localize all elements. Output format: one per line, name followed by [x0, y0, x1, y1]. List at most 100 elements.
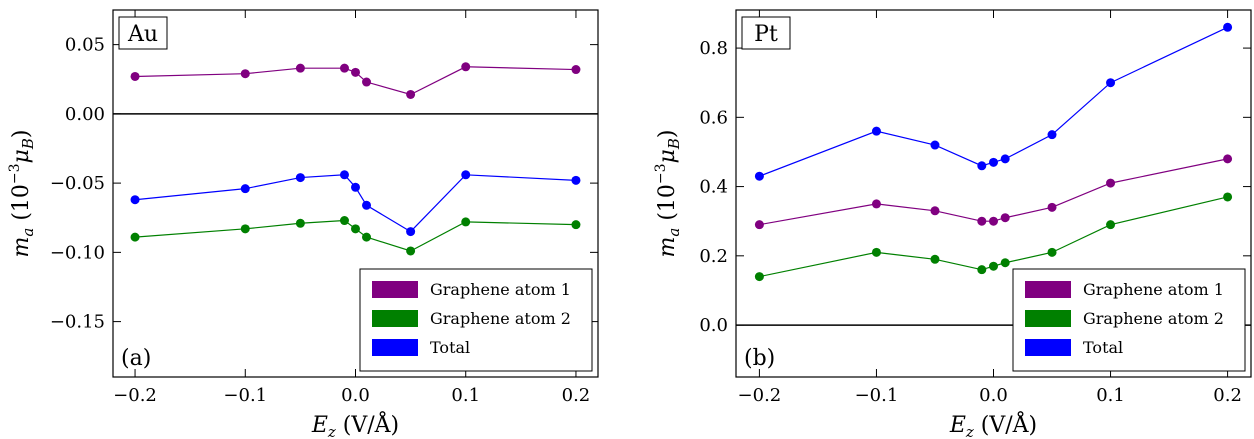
legend-swatch	[1025, 339, 1071, 356]
data-point	[351, 67, 360, 77]
x-tick-label: 0.0	[341, 385, 370, 406]
y-tick-label: 0.4	[699, 177, 728, 198]
x-tick-label: 0.0	[979, 385, 1008, 406]
y-tick-label: −0.10	[50, 242, 105, 263]
data-point	[295, 63, 305, 73]
data-point	[461, 170, 471, 180]
x-tick-label: −0.2	[738, 385, 782, 406]
y-tick-label: −0.05	[50, 173, 105, 194]
data-point	[339, 63, 349, 73]
legend-swatch	[1025, 281, 1071, 298]
chart-panel-a: −0.2 −0.1 0.0 0.1 0.2 −0.15 −0.10 −0.05 0.00 0.05…	[7, 9, 599, 439]
data-point	[871, 126, 881, 136]
data-point	[977, 265, 987, 275]
data-point	[362, 200, 372, 210]
legend-label: Total	[1083, 338, 1123, 357]
y-axis-label: ma (10−3μB)	[7, 130, 37, 258]
data-point	[461, 217, 471, 227]
x-axis-label: Ez (V/Å)	[311, 410, 399, 439]
data-point	[930, 206, 940, 216]
chart-panel-b: −0.2 −0.1 0.0 0.1 0.2 0.0 0.2 0.4 0.6 0.8 Ez (V/Å)…	[653, 9, 1252, 439]
x-tick-label: −0.1	[855, 385, 899, 406]
legend-label: Graphene atom 1	[430, 280, 571, 299]
panel-tag-box	[741, 16, 791, 50]
data-point	[1000, 258, 1010, 268]
legend-swatch	[372, 281, 418, 298]
legend-label: Graphene atom 1	[1083, 280, 1224, 299]
data-point	[571, 65, 581, 75]
legend-swatch	[372, 310, 418, 327]
data-point	[339, 170, 349, 180]
data-point	[930, 140, 940, 150]
y-tick-label: 0.00	[65, 104, 105, 125]
x-tick-label: −0.2	[113, 385, 157, 406]
data-point	[1047, 247, 1057, 257]
data-point	[406, 89, 416, 99]
data-point	[295, 218, 305, 228]
legend: Graphene atom 1 Graphene atom 2 Total	[1012, 268, 1246, 372]
data-point	[339, 216, 349, 226]
data-point	[989, 157, 998, 167]
data-point	[1223, 154, 1233, 164]
data-point	[754, 171, 764, 181]
x-axis-label: Ez (V/Å)	[949, 410, 1037, 439]
x-tick-label: −0.1	[223, 385, 267, 406]
panel-label: (b)	[744, 346, 775, 371]
y-tick-label: 0.6	[699, 107, 728, 128]
x-tick-label: 0.1	[1096, 385, 1125, 406]
data-point	[1000, 154, 1010, 164]
data-point	[1047, 130, 1057, 140]
panel-label: (a)	[121, 346, 151, 371]
panel-tag: Au	[127, 22, 158, 47]
data-point	[1000, 213, 1010, 223]
data-point	[977, 161, 987, 171]
data-point	[240, 69, 250, 79]
data-point	[989, 261, 998, 271]
data-point	[406, 246, 416, 256]
data-point	[1106, 78, 1116, 88]
data-point	[406, 227, 416, 237]
x-tick-label: 0.2	[562, 385, 591, 406]
data-point	[240, 224, 250, 234]
legend-label: Graphene atom 2	[1083, 309, 1224, 328]
data-point	[240, 184, 250, 194]
legend: Graphene atom 1 Graphene atom 2 Total	[359, 268, 593, 372]
data-point	[871, 199, 881, 209]
y-tick-label: −0.15	[50, 312, 105, 333]
panel-tag: Pt	[754, 22, 778, 47]
x-tick-label: 0.2	[1213, 385, 1242, 406]
data-point	[1106, 178, 1116, 188]
data-point	[461, 62, 471, 72]
series-line-3	[759, 26, 1228, 177]
y-axis-label: ma (10−3μB)	[653, 130, 683, 258]
data-point	[130, 195, 140, 205]
series-line-1	[759, 158, 1228, 226]
data-point	[571, 175, 581, 185]
panel-tag-box	[118, 16, 168, 50]
legend-label: Graphene atom 2	[430, 309, 571, 328]
data-point	[571, 220, 581, 230]
data-point	[1223, 22, 1233, 32]
y-tick-label: 0.0	[699, 315, 728, 336]
data-point	[130, 232, 140, 242]
data-point	[362, 77, 372, 87]
data-point	[362, 232, 372, 242]
data-point	[754, 272, 764, 282]
y-tick-label: 0.05	[65, 35, 105, 56]
data-point	[130, 71, 140, 81]
data-point	[351, 182, 360, 192]
data-point	[754, 220, 764, 230]
data-point	[295, 173, 305, 183]
legend-label: Total	[430, 338, 470, 357]
data-point	[351, 224, 360, 234]
y-tick-label: 0.8	[699, 38, 728, 59]
data-point	[989, 216, 998, 226]
data-point	[871, 247, 881, 257]
data-point	[930, 254, 940, 264]
data-point	[1047, 202, 1057, 212]
data-point	[977, 216, 987, 226]
x-tick-label: 0.1	[451, 385, 480, 406]
legend-swatch	[1025, 310, 1071, 327]
y-tick-label: 0.2	[699, 246, 728, 267]
